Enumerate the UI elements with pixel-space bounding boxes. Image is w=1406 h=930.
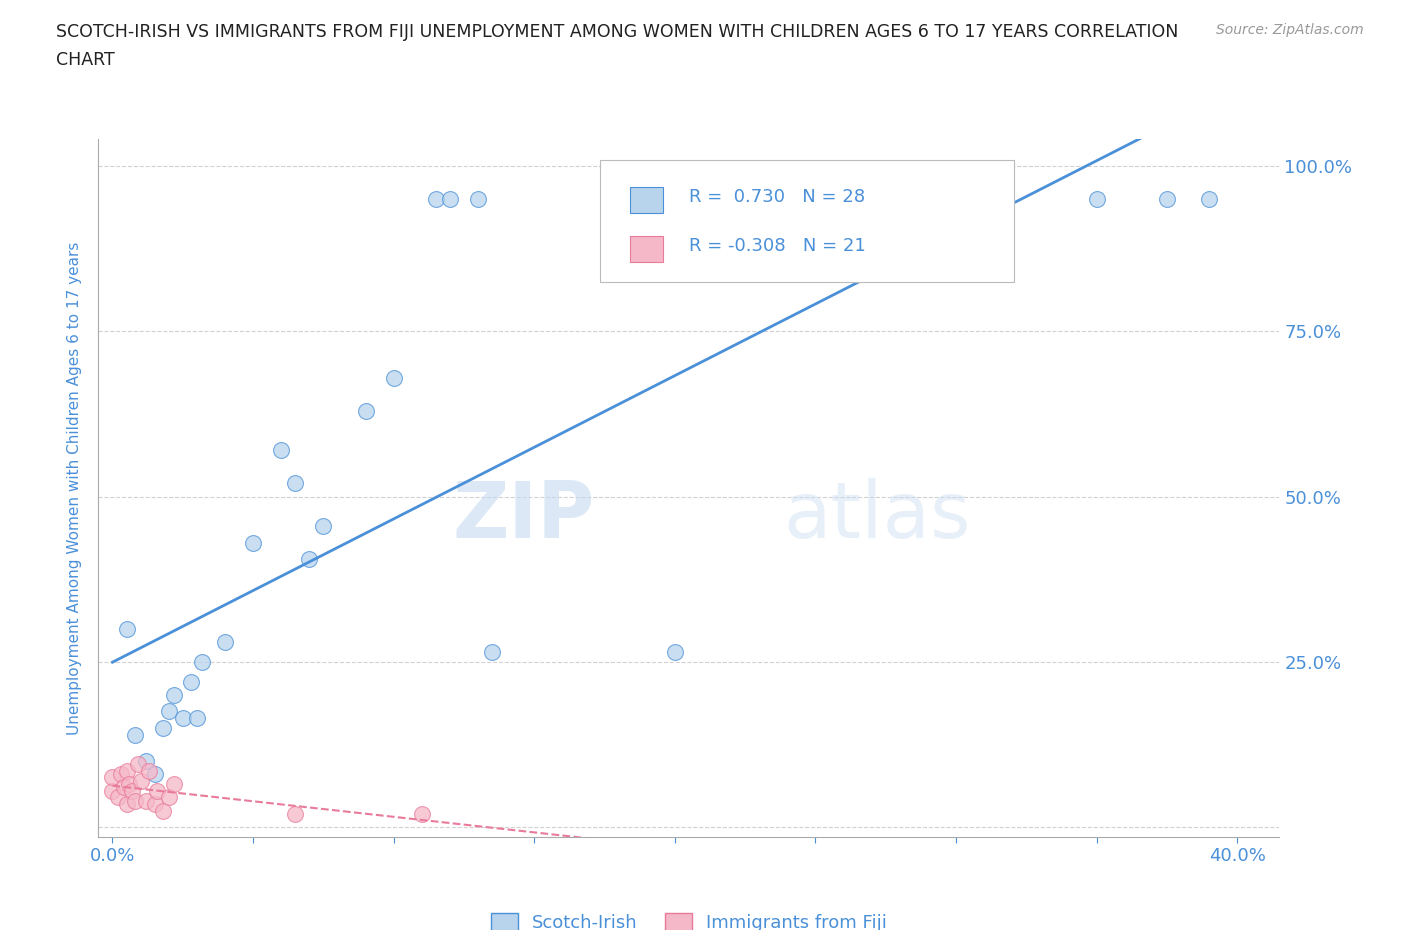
Legend: Scotch-Irish, Immigrants from Fiji: Scotch-Irish, Immigrants from Fiji xyxy=(484,905,894,930)
Y-axis label: Unemployment Among Women with Children Ages 6 to 17 years: Unemployment Among Women with Children A… xyxy=(67,242,83,735)
Point xyxy=(146,783,169,798)
Point xyxy=(411,806,433,821)
FancyBboxPatch shape xyxy=(630,236,664,261)
FancyBboxPatch shape xyxy=(630,187,664,213)
Point xyxy=(214,634,236,649)
Point xyxy=(101,770,124,785)
Point xyxy=(127,757,149,772)
Point xyxy=(121,783,143,798)
Text: ZIP: ZIP xyxy=(453,478,595,554)
Point xyxy=(163,777,186,791)
Point xyxy=(312,519,335,534)
Point xyxy=(129,774,152,789)
Point xyxy=(382,370,405,385)
Point xyxy=(124,793,146,808)
Point xyxy=(284,476,307,491)
Point xyxy=(467,192,489,206)
Point xyxy=(284,806,307,821)
Point xyxy=(172,711,194,725)
FancyBboxPatch shape xyxy=(600,161,1014,283)
Point xyxy=(135,753,157,768)
Point xyxy=(152,804,174,818)
Point xyxy=(124,727,146,742)
Point xyxy=(163,687,186,702)
Point xyxy=(354,403,377,418)
Point xyxy=(152,721,174,736)
Point xyxy=(115,796,138,811)
Point xyxy=(1156,192,1178,206)
Point xyxy=(242,536,264,551)
Point xyxy=(1198,192,1220,206)
Point xyxy=(270,443,292,458)
Point xyxy=(191,655,214,670)
Point xyxy=(143,766,166,781)
Text: Source: ZipAtlas.com: Source: ZipAtlas.com xyxy=(1216,23,1364,37)
Point xyxy=(101,783,124,798)
Point xyxy=(107,790,129,804)
Point xyxy=(1085,192,1108,206)
Point xyxy=(776,192,799,206)
Point xyxy=(115,621,138,636)
Point xyxy=(135,793,157,808)
Point xyxy=(138,764,160,778)
Point xyxy=(143,796,166,811)
Point xyxy=(112,780,135,795)
Text: R =  0.730   N = 28: R = 0.730 N = 28 xyxy=(689,189,865,206)
Point xyxy=(298,551,321,566)
Text: atlas: atlas xyxy=(783,478,972,554)
Point xyxy=(118,777,141,791)
Point xyxy=(157,704,180,719)
Point xyxy=(115,764,138,778)
Text: CHART: CHART xyxy=(56,51,115,69)
Point xyxy=(157,790,180,804)
Point xyxy=(180,674,202,689)
Text: R = -0.308   N = 21: R = -0.308 N = 21 xyxy=(689,237,866,255)
Point xyxy=(664,644,686,659)
Point xyxy=(481,644,503,659)
Point xyxy=(439,192,461,206)
Point xyxy=(186,711,208,725)
Text: SCOTCH-IRISH VS IMMIGRANTS FROM FIJI UNEMPLOYMENT AMONG WOMEN WITH CHILDREN AGES: SCOTCH-IRISH VS IMMIGRANTS FROM FIJI UNE… xyxy=(56,23,1178,41)
Point xyxy=(110,766,132,781)
Point xyxy=(425,192,447,206)
